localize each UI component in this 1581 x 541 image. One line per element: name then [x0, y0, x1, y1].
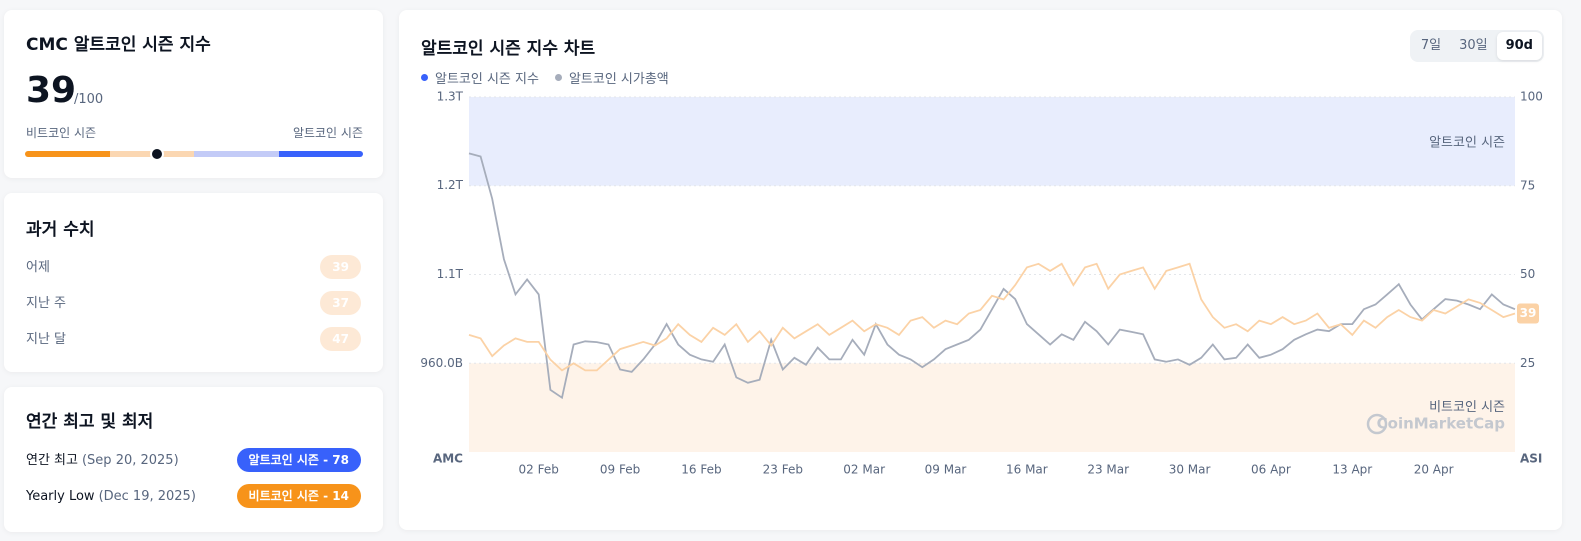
season-band: [469, 363, 1515, 452]
history-label: 어제: [26, 260, 50, 275]
x-tick-label: 16 Feb: [681, 463, 721, 477]
x-tick-label: 06 Apr: [1251, 463, 1291, 477]
x-tick-label: 16 Mar: [1006, 463, 1048, 477]
band-label: 비트코인 시즌: [1429, 400, 1505, 415]
x-tick-label: 09 Feb: [600, 463, 640, 477]
y2-tick-label: 50: [1520, 267, 1535, 281]
y2-axis-label: ASI: [1520, 452, 1542, 466]
gauge-right-label: 알트코인 시즌: [292, 126, 363, 140]
gauge-left-label: 비트코인 시즌: [26, 126, 97, 140]
watermark-logo: [1366, 413, 1388, 435]
legend-label: 알트코인 시가총액: [568, 72, 669, 87]
history-label: 지난 주: [26, 296, 67, 311]
y2-tick-label: 75: [1520, 178, 1535, 192]
chart-title: 알트코인 시즌 지수 차트: [421, 39, 596, 59]
yearly-row: 연간 최고 (Sep 20, 2025) 알트코인 시즌 - 78: [26, 448, 361, 474]
index-card: CMC 알트코인 시즌 지수 39 /100 비트코인 시즌 알트코인 시즌: [4, 10, 383, 178]
history-card: 과거 수치 어제 39 지난 주 37 지난 달 47: [4, 193, 383, 372]
y-tick-label: 960.0B: [420, 356, 463, 370]
gauge-knob: [149, 147, 164, 161]
legend-label: 알트코인 시즌 지수: [435, 72, 539, 87]
card-title: 연간 최고 및 최저: [26, 412, 154, 432]
x-tick-label: 20 Apr: [1414, 463, 1454, 477]
yearly-label: Yearly Low: [26, 489, 95, 504]
y2-tick-label: 25: [1520, 356, 1535, 370]
x-tick-label: 02 Mar: [843, 463, 885, 477]
yearly-badge: 비트코인 시즌 - 14: [236, 484, 361, 508]
range-button[interactable]: 7일: [1420, 38, 1442, 53]
y2-tick-label: 100: [1520, 90, 1543, 104]
x-tick-label: 09 Mar: [925, 463, 967, 477]
yearly-date: (Dec 19, 2025): [98, 489, 196, 504]
index-max: /100: [74, 92, 104, 107]
gauge: [25, 147, 363, 161]
x-tick-label: 23 Feb: [763, 463, 803, 477]
x-tick-label: 23 Mar: [1087, 463, 1129, 477]
yearly-row: Yearly Low (Dec 19, 2025) 비트코인 시즌 - 14: [26, 484, 361, 510]
y-tick-label: 1.3T: [437, 90, 464, 104]
watermark: CoinMarketCap: [1377, 415, 1506, 433]
season-band: [469, 97, 1515, 186]
index-value: 39: [26, 70, 77, 111]
series-line: [468, 152, 1516, 400]
history-value: 37: [320, 291, 361, 315]
band-label: 알트코인 시즌: [1429, 136, 1505, 151]
legend-dot: [554, 74, 562, 81]
series-line: [468, 262, 1516, 372]
last-value-label: 39: [1520, 306, 1537, 320]
legend: 알트코인 시즌 지수 알트코인 시가총액: [421, 68, 669, 87]
yearly-badge: 알트코인 시즌 - 78: [236, 448, 361, 472]
legend-item: 알트코인 시즌 지수: [421, 68, 539, 87]
y-tick-label: 1.2T: [437, 178, 464, 192]
yearly-date: (Sep 20, 2025): [81, 453, 179, 468]
gauge-segment: [25, 151, 110, 157]
range-button[interactable]: 30일: [1459, 38, 1488, 53]
x-tick-label: 30 Mar: [1169, 463, 1211, 477]
gauge-segment: [194, 151, 279, 157]
x-tick-label: 02 Feb: [519, 463, 559, 477]
card-title: CMC 알트코인 시즌 지수: [26, 35, 211, 55]
y-axis-label: AMC: [433, 452, 463, 466]
history-row: 어제 39: [26, 255, 361, 281]
history-row: 지난 주 37: [26, 291, 361, 317]
range-buttons: 7일 30일 90d: [1409, 30, 1544, 62]
history-value: 47: [320, 327, 361, 351]
yearly-card: 연간 최고 및 최저 연간 최고 (Sep 20, 2025) 알트코인 시즌 - …: [4, 387, 383, 532]
range-button[interactable]: 90d: [1496, 32, 1542, 60]
history-value: 39: [320, 255, 361, 279]
legend-item: 알트코인 시가총액: [554, 68, 669, 87]
yearly-label: 연간 최고: [26, 453, 78, 468]
last-value-badge: [1517, 303, 1539, 324]
history-row: 지난 달 47: [26, 327, 361, 353]
chart-card: 알트코인 시즌 지수 차트 7일 30일 90d 알트코인 시즌 지수 알트코인 시가…: [399, 10, 1562, 530]
legend-dot: [421, 74, 428, 81]
card-title: 과거 수치: [26, 220, 95, 240]
y-tick-label: 1.1T: [437, 267, 464, 281]
gauge-segment: [278, 151, 363, 157]
x-tick-label: 13 Apr: [1332, 463, 1372, 477]
history-label: 지난 달: [26, 332, 67, 347]
